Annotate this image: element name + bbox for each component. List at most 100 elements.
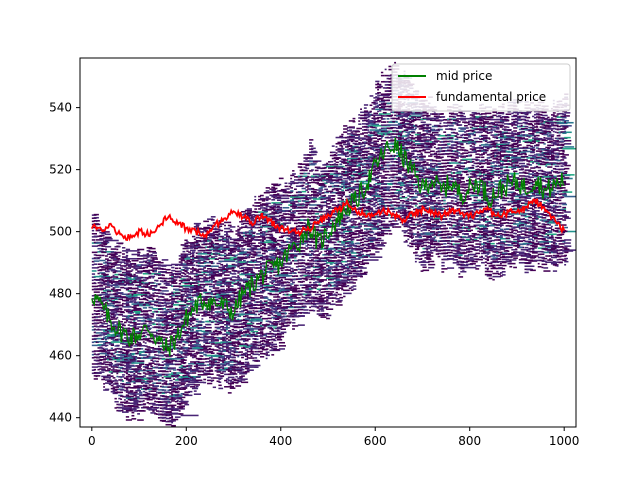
order-book-cell: [237, 380, 243, 383]
order-book-cell: [316, 291, 319, 294]
order-book-cell: [278, 190, 286, 192]
order-book-cell: [108, 296, 125, 299]
order-book-cell: [159, 305, 165, 307]
order-book-cell: [91, 329, 96, 331]
order-book-cell: [150, 281, 153, 284]
order-book-cell: [131, 263, 137, 265]
order-book-cell: [267, 302, 273, 304]
order-book-cell: [343, 218, 347, 220]
order-book-cell: [312, 278, 316, 281]
order-book-cell: [137, 366, 141, 369]
order-book-cell: [288, 257, 293, 259]
order-book-cell: [237, 238, 244, 240]
order-book-cell: [203, 381, 207, 384]
order-book-cell: [301, 203, 304, 205]
order-book-cell: [269, 191, 277, 193]
order-book-cell: [212, 228, 218, 230]
order-book-cell: [284, 219, 287, 222]
order-book-cell: [184, 372, 191, 375]
order-book-cell: [212, 293, 217, 296]
order-book-cell: [295, 194, 299, 197]
order-book-cell: [261, 258, 266, 261]
order-book-cell: [199, 352, 205, 354]
order-book-cell: [114, 388, 121, 391]
order-book-cell: [203, 279, 209, 282]
order-book-cell: [324, 173, 330, 175]
order-book-cell: [174, 376, 179, 378]
order-book-cell: [108, 358, 115, 361]
order-book-cell: [131, 266, 136, 268]
order-book-cell: [244, 330, 250, 333]
order-book-cell: [252, 226, 255, 228]
order-book-cell: [199, 231, 203, 233]
order-book-cell: [261, 215, 276, 218]
order-book-cell: [135, 349, 139, 352]
order-book-cell: [288, 195, 292, 197]
order-book-cell: [205, 345, 209, 348]
order-book-cell: [182, 365, 189, 368]
order-book-cell: [214, 314, 222, 316]
order-book-cell: [169, 370, 172, 373]
order-book-cell: [222, 364, 226, 367]
order-book-cell: [324, 191, 329, 194]
order-book-cell: [169, 420, 176, 422]
order-book-cell: [208, 239, 212, 241]
order-book-cell: [222, 237, 225, 240]
order-book-cell: [320, 204, 328, 207]
order-book-cell: [316, 176, 320, 179]
order-book-cell: [309, 142, 312, 144]
order-book-cell: [276, 199, 282, 202]
order-book-cell: [343, 283, 347, 285]
order-book-cell: [163, 382, 167, 384]
order-book-cell: [203, 260, 207, 263]
order-book-cell: [205, 258, 208, 261]
order-book-cell: [122, 302, 124, 305]
order-book-cell: [280, 188, 285, 191]
order-book-cell: [180, 259, 186, 262]
order-book-cell: [290, 214, 296, 217]
order-book-cell: [244, 305, 251, 308]
order-book-cell: [180, 368, 183, 370]
order-book-cell: [169, 382, 175, 385]
order-book-cell: [348, 154, 353, 156]
order-book-cell: [142, 307, 148, 309]
order-book-cell: [137, 320, 144, 322]
order-book-cell: [305, 238, 310, 241]
order-book-cell: [331, 198, 336, 200]
order-book-cell: [233, 314, 237, 316]
order-book-cell: [186, 290, 190, 293]
order-book-cell: [190, 386, 196, 388]
order-book-cell: [284, 194, 287, 197]
order-book-cell: [110, 387, 115, 390]
order-book-cell: [112, 311, 118, 314]
order-book-cell: [273, 348, 280, 351]
order-book-cell: [201, 327, 205, 330]
order-book-cell: [176, 353, 180, 355]
order-book-cell: [290, 239, 297, 242]
order-book-cell: [112, 274, 115, 277]
order-book-cell: [184, 320, 187, 322]
order-book-cell: [144, 301, 152, 304]
order-book-cell: [331, 201, 337, 203]
order-book-cell: [227, 385, 234, 388]
order-book-cell: [178, 363, 182, 366]
order-book-cell: [227, 367, 235, 369]
order-book-cell: [190, 246, 197, 249]
order-book-cell: [91, 344, 101, 347]
order-book-cell: [297, 200, 302, 202]
order-book-cell: [241, 220, 249, 222]
order-book-cell: [233, 370, 236, 372]
order-book-cell: [95, 223, 101, 226]
order-book-cell: [199, 321, 203, 323]
order-book-cell: [125, 338, 132, 341]
order-book-cell: [108, 368, 111, 370]
order-book-cell: [199, 308, 203, 311]
order-book-cell: [186, 365, 193, 367]
order-book-cell: [139, 345, 142, 347]
order-book-cell: [165, 365, 170, 367]
order-book-cell: [120, 379, 123, 382]
order-book-cell: [318, 224, 333, 227]
order-book-cell: [180, 380, 188, 383]
order-book-cell: [292, 287, 297, 290]
order-book-cell: [318, 305, 324, 307]
